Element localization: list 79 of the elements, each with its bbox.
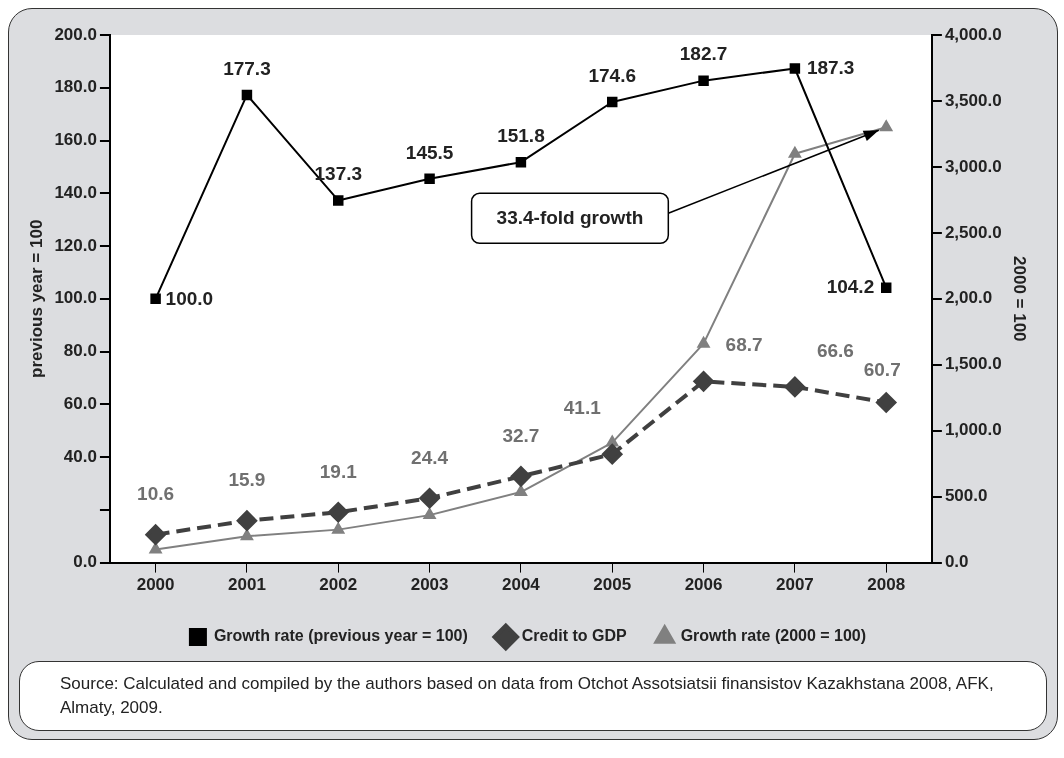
point: [240, 529, 254, 541]
legend-label: Credit to GDP: [521, 627, 627, 645]
point: [328, 502, 349, 523]
y-tick-label: 120.0: [54, 235, 97, 255]
point: [424, 173, 435, 185]
y2-tick-label: 2,00.0: [944, 288, 993, 308]
x-tick-label: 2001: [228, 575, 266, 595]
point: [510, 466, 531, 487]
point: [332, 522, 345, 534]
point: [515, 156, 527, 168]
x-tick-label: 2004: [502, 575, 541, 595]
data-label: 66.6: [816, 339, 854, 361]
x-tick-label: 2008: [867, 575, 906, 595]
data-label: 41.1: [563, 396, 602, 418]
point: [784, 376, 805, 397]
point: [607, 96, 618, 108]
x-tick-label: 2006: [684, 575, 723, 595]
data-label: 151.8: [497, 124, 545, 146]
data-label: 19.1: [319, 460, 358, 482]
point: [788, 146, 802, 158]
point: [880, 282, 892, 293]
y-tick-label: 100.0: [54, 288, 97, 308]
y-axis-title: previous year = 100: [26, 219, 46, 378]
x-tick-label: 2002: [319, 575, 358, 595]
y2-tick-label: 4,000.0: [944, 24, 1002, 44]
point: [419, 488, 440, 509]
x-tick-label: 2003: [410, 575, 449, 595]
point: [423, 508, 436, 520]
point: [693, 371, 714, 392]
point: [333, 195, 344, 206]
data-label: 104.2: [826, 276, 875, 298]
x-tick-label: 2000: [136, 575, 175, 595]
x-tick-label: 2007: [775, 575, 814, 595]
point: [150, 293, 161, 305]
y-tick-label: 160.0: [54, 130, 97, 150]
point: [697, 336, 710, 348]
point: [145, 524, 166, 545]
point: [236, 510, 257, 531]
y-tick-label: 0.0: [73, 552, 97, 572]
y2-tick-label: 500.0: [944, 486, 988, 506]
y-tick-label: 140.0: [54, 182, 97, 202]
y-tick-label: 40.0: [63, 446, 97, 466]
point: [514, 485, 528, 497]
x-tick-label: 2005: [593, 575, 632, 595]
y-tick-label: 60.0: [63, 394, 97, 414]
y2-tick-label: 3,500.0: [944, 90, 1002, 110]
y2-tick-label: 2,500.0: [944, 222, 1002, 242]
source-note: Source: Calculated and compiled by the authors based on data from Otchot Assotsiatsii finansistov Kazakhstana 2008, AFK, Almaty, 2009.: [19, 661, 1047, 731]
y-tick-label: 200.0: [54, 24, 97, 44]
data-label: 15.9: [228, 469, 266, 491]
data-label: 68.7: [725, 334, 763, 356]
data-label: 182.7: [679, 43, 728, 65]
point: [789, 63, 801, 74]
y2-tick-label: 1,000.0: [944, 420, 1002, 440]
y2-tick-label: 1,500.0: [944, 354, 1002, 374]
data-label: 100.0: [165, 287, 214, 309]
y-tick-label: 180.0: [54, 77, 97, 97]
y-tick-label: 80.0: [63, 341, 97, 361]
y2-tick-label: 0.0: [944, 552, 969, 572]
data-label: 32.7: [502, 425, 540, 447]
y2-axis-title: 2000 = 100: [1010, 256, 1030, 342]
point: [241, 89, 253, 101]
legend-label: Growth rate (2000 = 100): [680, 627, 867, 645]
data-label: 174.6: [588, 64, 637, 86]
data-label: 145.5: [405, 141, 454, 163]
point: [698, 75, 709, 86]
data-label: 137.3: [314, 163, 363, 185]
point: [602, 444, 623, 465]
data-label: 10.6: [137, 483, 175, 505]
data-label: 187.3: [806, 57, 855, 79]
legend-label: Growth rate (previous year = 100): [213, 627, 468, 645]
point: [606, 435, 619, 447]
data-label: 60.7: [863, 359, 901, 381]
data-label: 177.3: [223, 57, 271, 79]
annotation: 33.4-fold growth: [496, 206, 644, 228]
point: [876, 392, 897, 413]
data-label: 24.4: [411, 446, 449, 468]
point: [880, 120, 893, 132]
y2-tick-label: 3,000.0: [944, 156, 1002, 176]
